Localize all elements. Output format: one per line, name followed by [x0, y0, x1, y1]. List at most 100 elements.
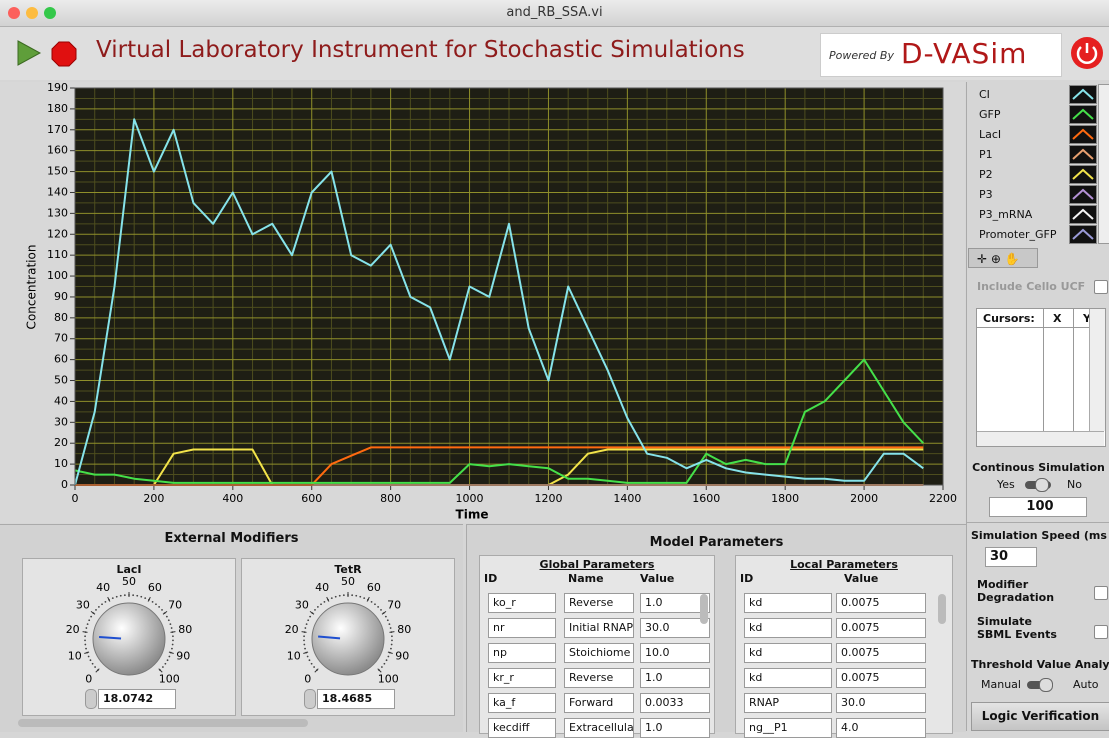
y-tick-label: 170	[47, 123, 68, 136]
knob-dot	[303, 639, 305, 641]
scrollbar[interactable]	[18, 719, 308, 727]
logic-verification-button[interactable]: Logic Verification	[971, 702, 1109, 731]
knob-scale-label: 90	[395, 650, 409, 663]
knob-dot	[112, 597, 114, 599]
sbml-events-checkbox[interactable]	[1094, 625, 1108, 639]
knob-body	[93, 603, 165, 675]
knob-dot	[84, 644, 86, 646]
knob-dot	[120, 595, 122, 597]
legend-label: GFP	[979, 108, 1000, 121]
knob-scale-label: 70	[168, 598, 182, 611]
knob-tick	[315, 669, 319, 673]
simulate-sbml-events: Simulate SBML Events	[977, 615, 1057, 641]
knob-dot	[391, 639, 393, 641]
iterations-field[interactable]: 100	[989, 497, 1087, 517]
knob-dot	[343, 594, 345, 596]
knob-dot	[304, 627, 306, 629]
knob-dot	[306, 623, 308, 625]
powered-by: Powered By	[829, 49, 894, 62]
y-tick-label: 80	[54, 311, 68, 324]
y-tick-label: 110	[47, 248, 68, 261]
legend: CIGFPLacIP1P2P3P3_mRNAPromoter_GFP	[967, 82, 1109, 244]
knob-dot	[90, 659, 92, 661]
cursor-table: Cursors: X Y	[976, 308, 1106, 447]
swatch-icon	[1070, 166, 1096, 183]
y-tick-label: 130	[47, 206, 68, 219]
parameter-cell: 0.0075	[836, 593, 926, 613]
legend-line	[1073, 110, 1093, 119]
parameter-cell: kd	[744, 593, 832, 613]
simulation-speed-label: Simulation Speed (ms	[971, 529, 1107, 542]
knob-area: LacI010203040506070809010018.0742TetR010…	[0, 525, 463, 732]
parameter-cell: np	[488, 643, 556, 663]
manual-label: Manual	[981, 678, 1021, 691]
x-tick-label: 1200	[534, 492, 562, 505]
legend-swatch	[1069, 85, 1097, 104]
power-button[interactable]	[1070, 36, 1104, 70]
legend-swatch	[1069, 225, 1097, 244]
legend-label: P2	[979, 168, 993, 181]
simulation-speed-field[interactable]: 30	[985, 547, 1037, 567]
parameter-cell: kr_r	[488, 668, 556, 688]
parameter-cell: ko_r	[488, 593, 556, 613]
knob-dot	[371, 601, 373, 603]
logo: D-VASim	[901, 37, 1027, 70]
scrollbar[interactable]	[1089, 309, 1105, 431]
graph-palette[interactable]: ✛ ⊕ ✋	[968, 248, 1038, 268]
x-axis-label: Time	[456, 508, 489, 522]
knob-dot	[172, 644, 174, 646]
knob-dot	[331, 597, 333, 599]
y-tick-label: 180	[47, 102, 68, 115]
knob-dot	[155, 603, 157, 605]
knob-tick	[302, 632, 307, 633]
threshold-label: Threshold Value Analysi	[971, 658, 1109, 671]
modifier-degradation-checkbox[interactable]	[1094, 586, 1108, 600]
legend-line	[1073, 90, 1093, 99]
toggle-switch[interactable]	[1025, 481, 1051, 489]
legend-line	[1073, 210, 1093, 219]
legend-label: P3	[979, 188, 993, 201]
knob-dot	[390, 627, 392, 629]
knob-tick	[83, 632, 88, 633]
knob-dot	[162, 666, 164, 668]
legend-swatch	[1069, 125, 1097, 144]
run-button[interactable]	[18, 41, 40, 65]
cello-checkbox[interactable]	[1094, 280, 1108, 294]
legend-label: P3_mRNA	[979, 208, 1032, 221]
knob-dot	[85, 627, 87, 629]
scrollbar[interactable]	[977, 431, 1104, 446]
logo-box: Powered By D-VASim	[820, 33, 1062, 77]
knob-tick	[389, 632, 394, 633]
knob-dot	[105, 601, 107, 603]
knob-dot	[307, 619, 309, 621]
modifier-degradation: Modifier Degradation	[977, 578, 1077, 604]
model-parameters-panel: Model Parameters Global Parameters IDNam…	[466, 524, 966, 732]
knob-dot	[355, 595, 357, 597]
parameter-cell: 1.0	[640, 668, 710, 688]
parameter-cell: Extracellula	[564, 718, 634, 738]
stop-button[interactable]	[52, 42, 76, 66]
knob-value: 18.4685	[317, 689, 395, 709]
parameter-cell: 1.0	[640, 718, 710, 738]
knob-dot	[313, 666, 315, 668]
knob-dot	[171, 627, 173, 629]
toggle-switch[interactable]	[1027, 681, 1053, 689]
knob-dot	[351, 594, 353, 596]
knob-dot	[320, 603, 322, 605]
legend-swatch	[1069, 145, 1097, 164]
knob-scale-label: 60	[367, 581, 381, 594]
knob-dot	[309, 659, 311, 661]
y-tick-label: 40	[54, 394, 68, 407]
legend-swatch	[1069, 165, 1097, 184]
run-controls	[14, 39, 84, 69]
knob-dot	[303, 635, 305, 637]
column-header: ID	[740, 572, 753, 585]
knob-dot	[166, 616, 168, 618]
parameter-cell: nr	[488, 618, 556, 638]
x-tick-label: 2200	[929, 492, 957, 505]
swatch-icon	[1070, 186, 1096, 203]
cursor-header: Cursors:	[983, 312, 1035, 325]
knob-scale-label: 80	[178, 623, 192, 636]
